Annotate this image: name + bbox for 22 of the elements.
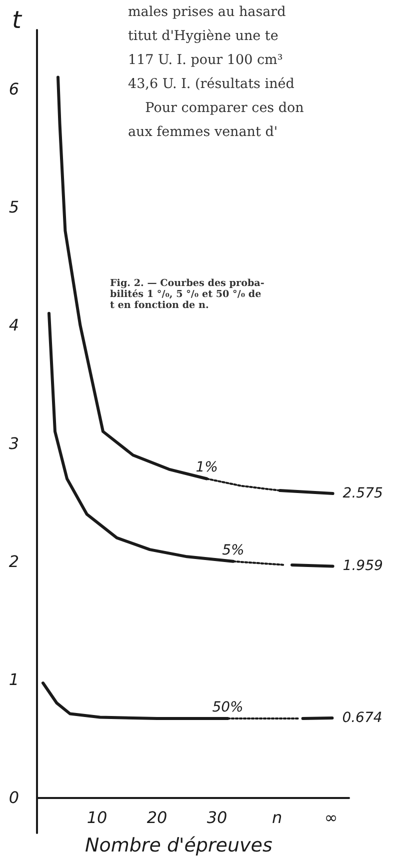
annotation: males prises au hasard titut d'Hygiène une te 117 U. I. pour 100 cm³ 43,6 U. I. (résultats inéd Pour comparer ces don aux femmes venant d' [128, 4, 304, 140]
y-tick-label: 5 [8, 198, 19, 217]
series-label: 5% [222, 542, 244, 558]
data-label: 2.575 [342, 485, 383, 502]
x-tick-label: 20 [146, 808, 168, 828]
y-tick-label: 0 [8, 788, 19, 808]
x-axis-title: Nombre d'épreuves [85, 834, 272, 856]
data-label: 0.674 [342, 710, 382, 726]
y-tick-label: 4 [8, 316, 19, 335]
y-tick-label: 1 [8, 670, 19, 689]
series-label: 50% [212, 699, 244, 716]
x-tick-label: n [272, 808, 282, 828]
x-tick-label: 30 [206, 808, 228, 828]
x-tick-label: 10 [86, 808, 108, 828]
data-label: 1.959 [342, 558, 383, 574]
y-axis-title: t [12, 6, 23, 34]
y-tick-label: 3 [8, 434, 19, 453]
y-tick-label: 2 [8, 552, 19, 571]
series-label: 1% [196, 460, 218, 476]
x-tick-label: ∞ [324, 808, 338, 828]
annotation: Fig. 2. — Courbes des proba- bilités 1 °/₀, 5 °/₀ et 50 °/₀ de t en fonction de n. [110, 278, 264, 311]
y-tick-label: 6 [8, 80, 19, 99]
